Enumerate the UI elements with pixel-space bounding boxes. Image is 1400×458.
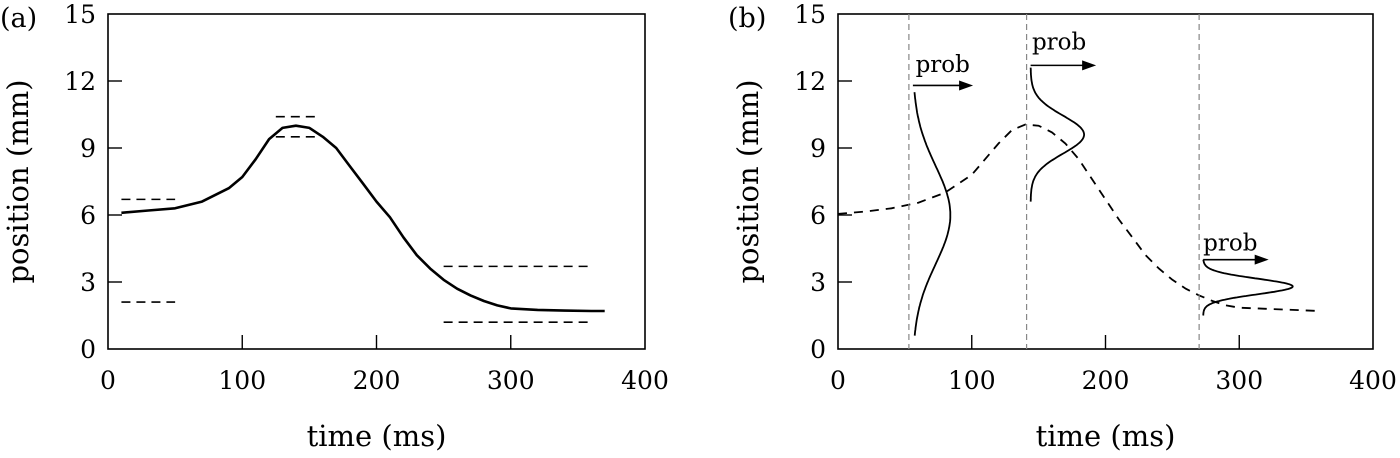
prob-arrow-head xyxy=(959,80,974,91)
x-tick-label: 100 xyxy=(948,366,996,395)
y-tick-label: 0 xyxy=(810,335,826,364)
plot-frame xyxy=(107,13,646,350)
x-tick-label: 0 xyxy=(830,366,846,395)
y-tick-label: 9 xyxy=(810,134,826,163)
x-tick-label: 300 xyxy=(1215,366,1263,395)
y-tick-label: 3 xyxy=(810,268,826,297)
panel-b: (b) 0 100 200 300 400 0 3 6 9 12 15 time (ms) positio… xyxy=(728,0,1397,453)
x-tick-label: 0 xyxy=(100,366,116,395)
panel-label: (b) xyxy=(728,3,766,34)
trajectory-line xyxy=(121,124,605,313)
mean-trajectory-dashed xyxy=(837,123,1320,312)
y-tick-label: 9 xyxy=(80,134,96,163)
prob-label: prob xyxy=(916,52,970,78)
y-tick-label: 6 xyxy=(80,201,96,230)
prob-label: prob xyxy=(1203,231,1257,257)
x-tick-label: 100 xyxy=(218,366,266,395)
y-tick-label: 12 xyxy=(64,67,96,96)
panel-a: (a) 0 100 200 300 400 0 3 6 9 12 15 time (ms) positio… xyxy=(0,0,669,453)
x-tick-label: 400 xyxy=(1349,366,1397,395)
prob-label: prob xyxy=(1032,30,1086,56)
y-tick-label: 0 xyxy=(80,335,96,364)
x-tick-label: 400 xyxy=(621,366,669,395)
y-axis-label: position (mm) xyxy=(731,79,765,283)
x-tick-label: 200 xyxy=(1082,366,1130,395)
y-tick-label: 12 xyxy=(794,67,826,96)
y-axis-label: position (mm) xyxy=(1,79,35,283)
x-tick-label: 200 xyxy=(353,366,401,395)
y-tick-label: 15 xyxy=(794,0,826,29)
x-axis-label: time (ms) xyxy=(1036,419,1176,453)
x-axis-label: time (ms) xyxy=(307,419,447,453)
probability-distribution xyxy=(1029,67,1086,202)
x-tick-label: 300 xyxy=(487,366,535,395)
probability-distribution xyxy=(1202,259,1294,316)
y-tick-label: 6 xyxy=(810,201,826,230)
y-tick-label: 3 xyxy=(80,268,96,297)
y-tick-label: 15 xyxy=(64,0,96,29)
probability-distribution xyxy=(913,92,952,336)
prob-arrow-head xyxy=(1082,60,1097,71)
panel-label: (a) xyxy=(0,3,37,34)
prob-arrow-head xyxy=(1254,254,1269,265)
